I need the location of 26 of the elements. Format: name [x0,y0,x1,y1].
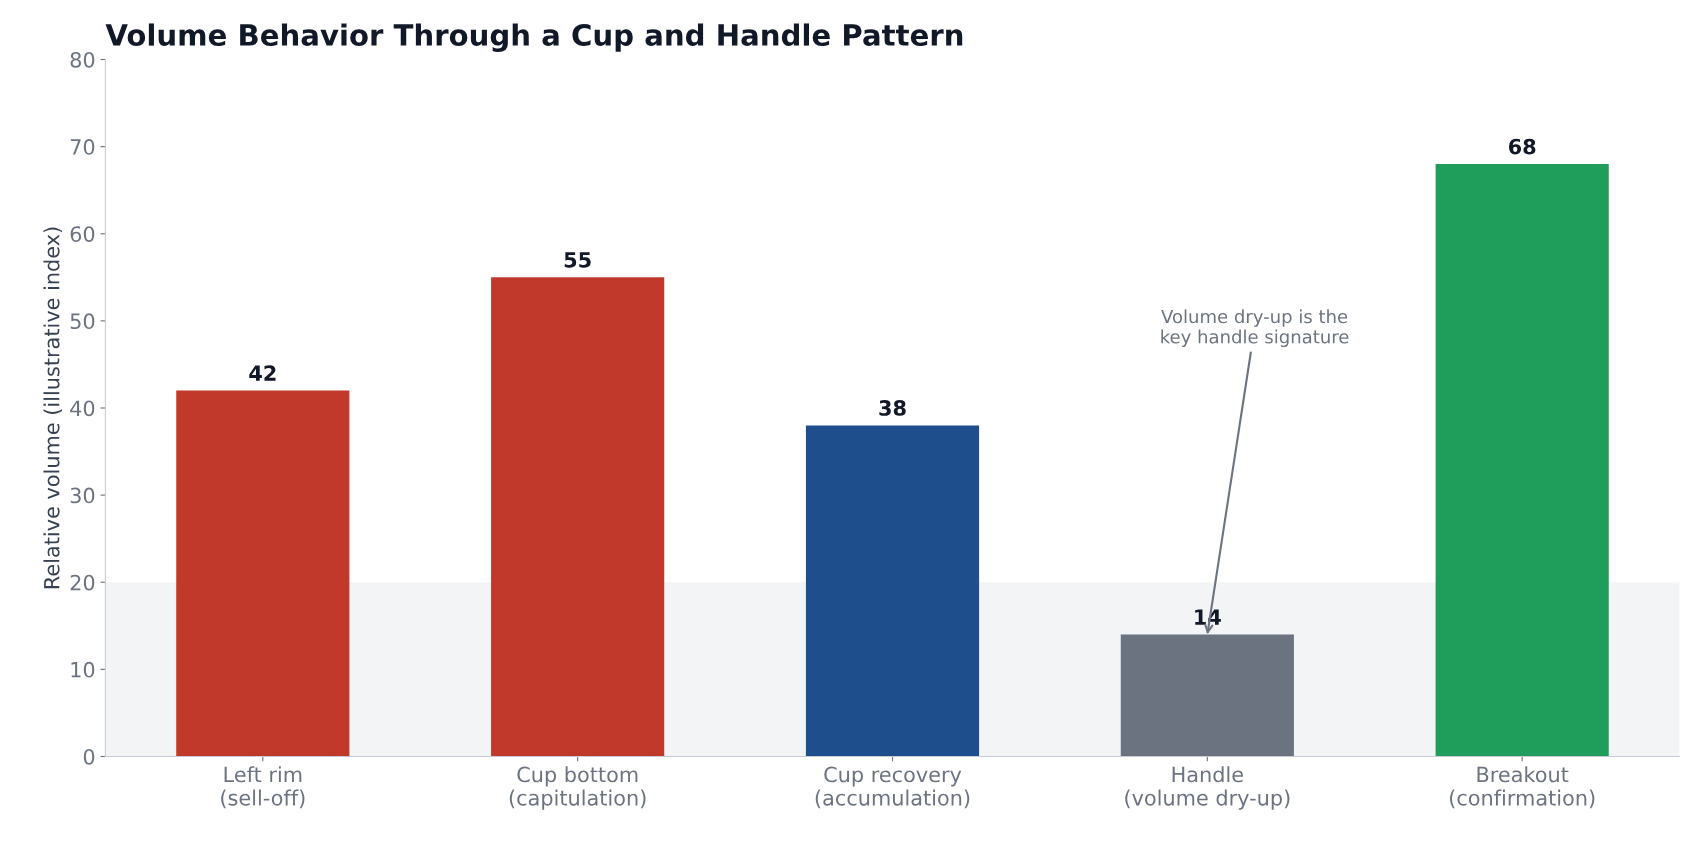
bar [1435,164,1609,757]
y-tick-label: 30 [70,487,95,504]
bar [176,390,350,757]
x-tick-label: Breakout (confirmation) [1450,766,1595,809]
y-tick-label: 10 [71,661,95,678]
data-label: 38 [879,400,906,416]
bar [491,277,665,757]
x-tick-label: Left rim (sell-off) [221,766,305,809]
y-tick-label: 20 [70,574,95,591]
bar [1120,634,1294,757]
data-label: 55 [564,252,591,268]
x-tick-label: Cup recovery (accumulation) [815,766,970,809]
data-label: 68 [1508,138,1536,155]
y-tick-label: 70 [70,139,95,155]
chart-title: Volume Behavior Through a Cup and Handle Pattern [105,23,963,52]
y-tick-label: 0 [83,748,95,765]
annotation: Volume dry-up is the key handle signature [1161,309,1349,348]
y-tick-label: 80 [70,51,95,68]
y-axis-title: Relative volume (illustrative index) [43,227,63,589]
bar [805,425,980,757]
x-tick-label: Handle (volume dry-up) [1125,766,1290,810]
data-label: 42 [249,365,276,381]
y-tick-label: 60 [70,226,95,242]
y-tick-label: 50 [70,313,95,330]
y-tick-label: 40 [70,400,95,417]
x-tick-label: Cup bottom (capitulation) [509,766,646,810]
